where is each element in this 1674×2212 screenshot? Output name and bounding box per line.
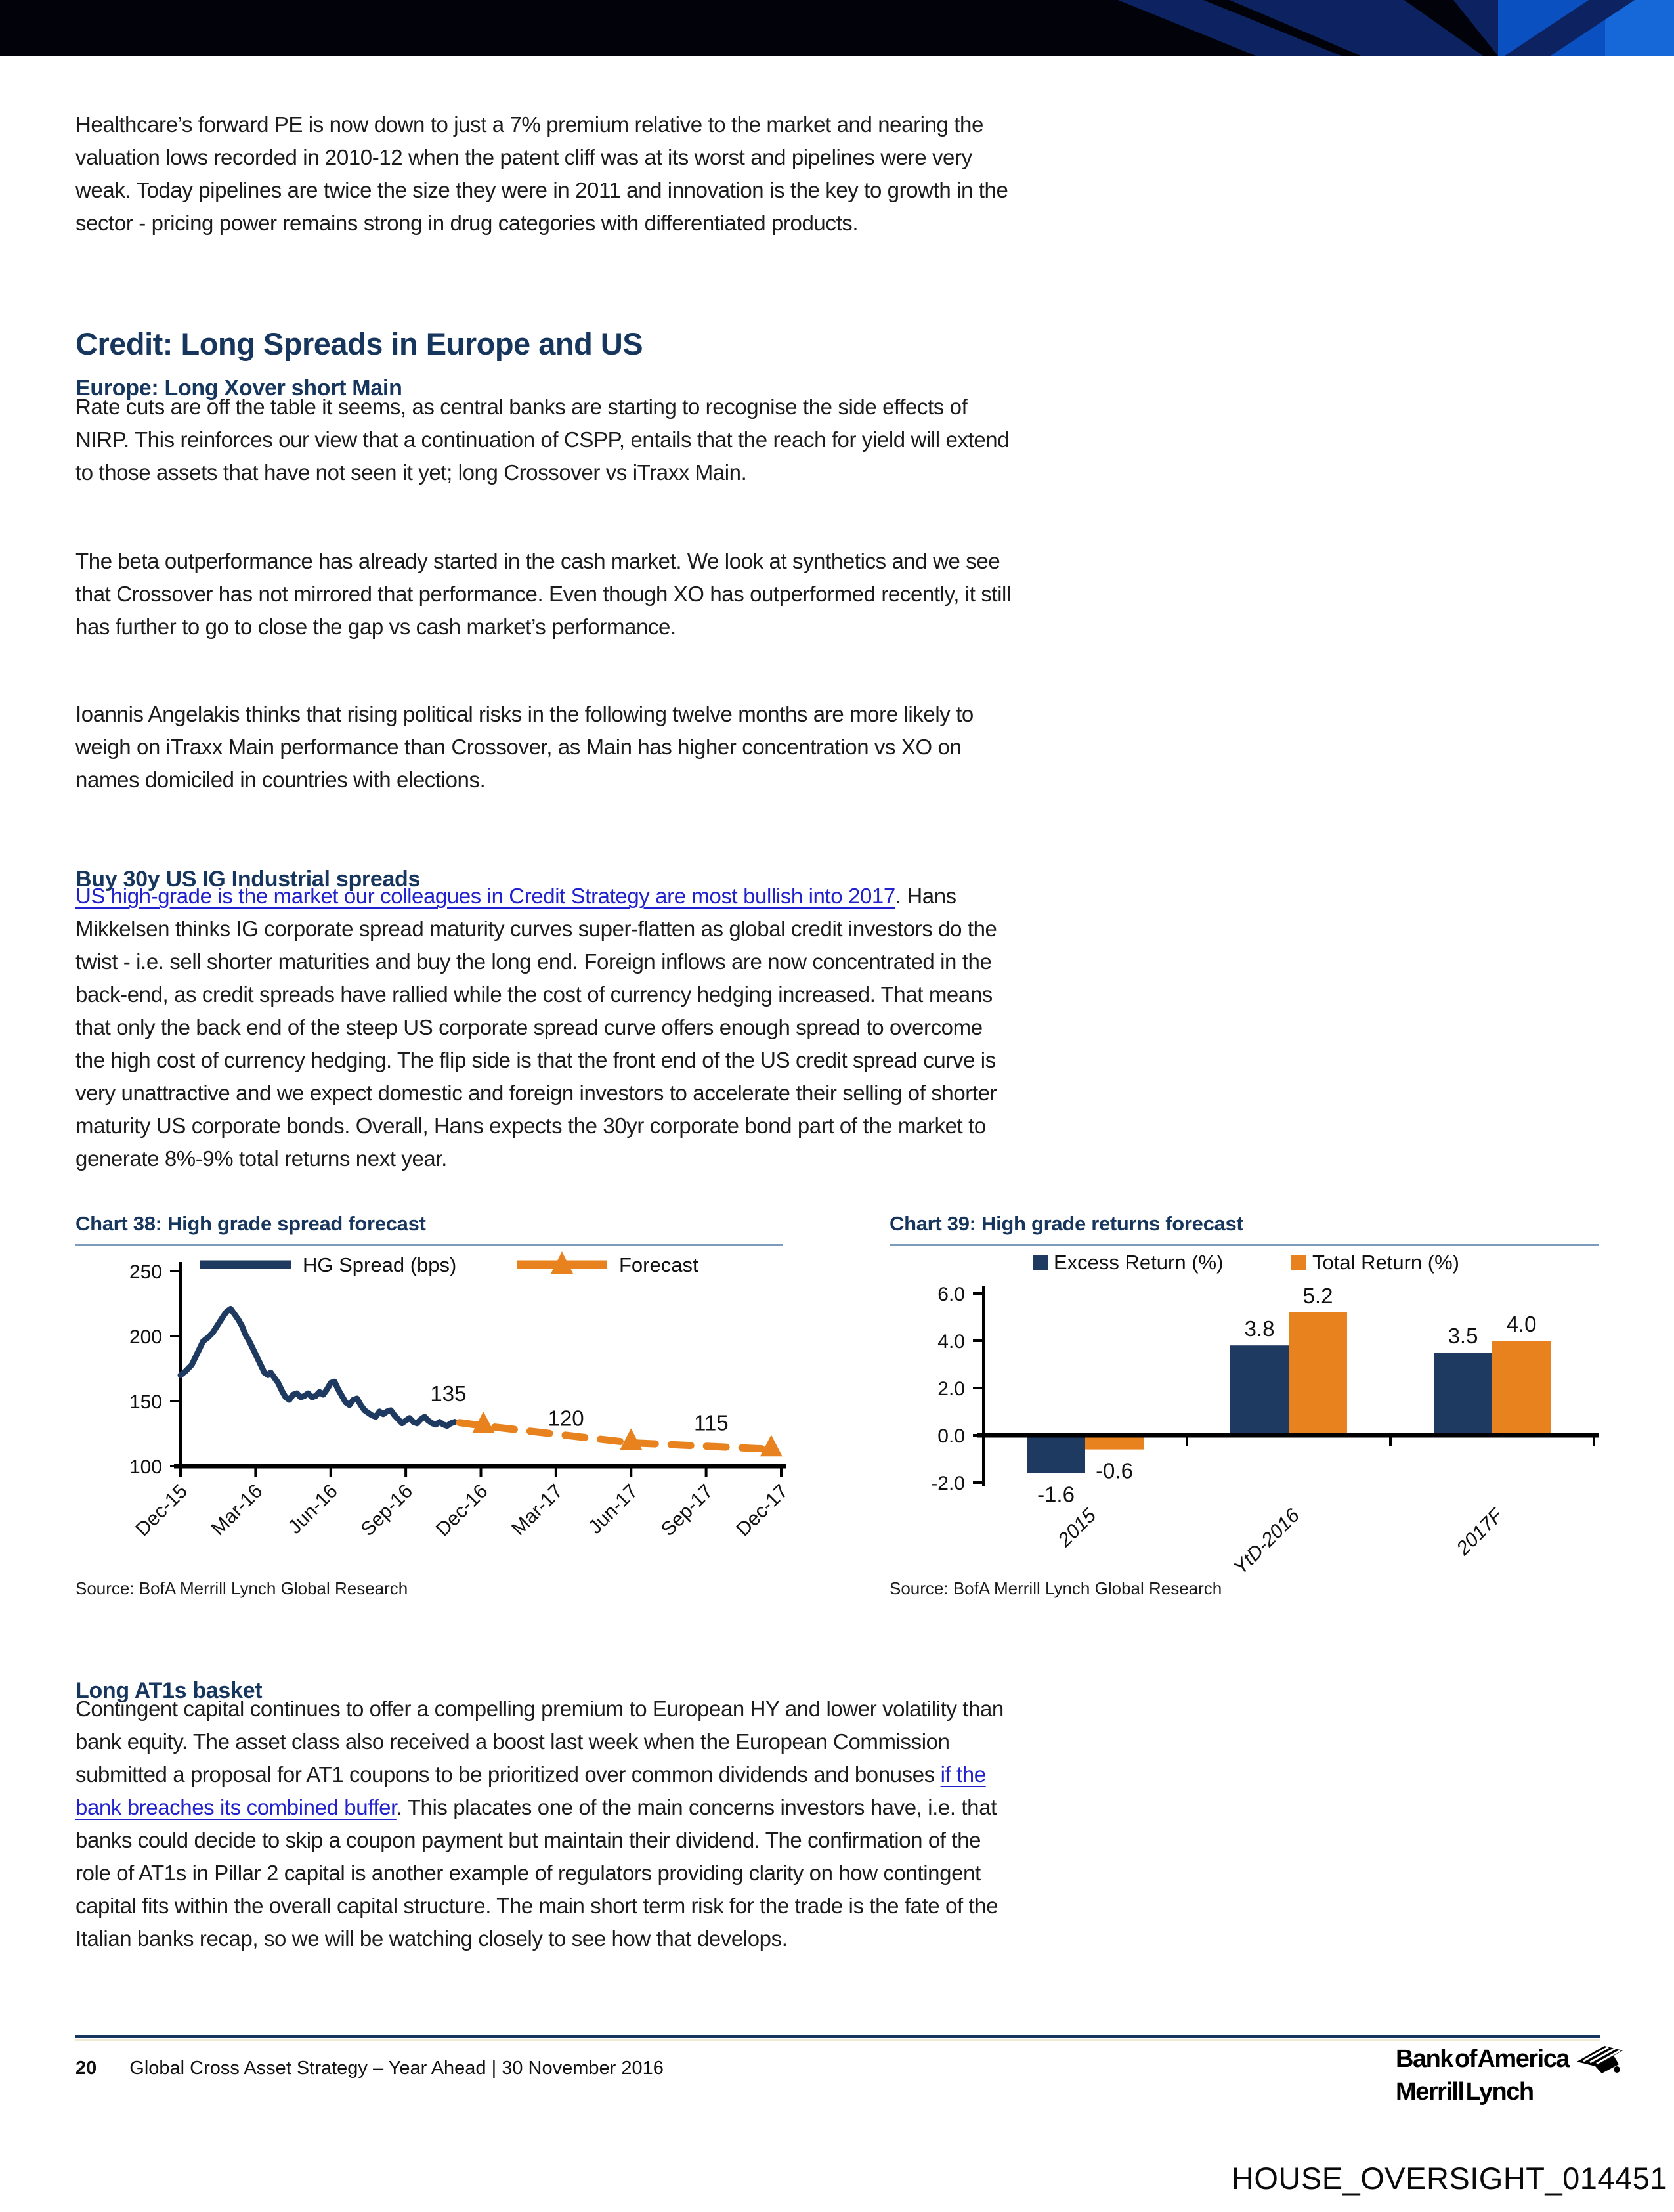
footer-report-title: Global Cross Asset Strategy – Year Ahead… bbox=[129, 2058, 664, 2079]
svg-text:3.5: 3.5 bbox=[1448, 1324, 1478, 1348]
svg-text:115: 115 bbox=[694, 1411, 729, 1435]
svg-text:6.0: 6.0 bbox=[937, 1284, 965, 1305]
svg-text:Dec-17: Dec-17 bbox=[732, 1481, 788, 1541]
svg-text:Sep-17: Sep-17 bbox=[657, 1481, 718, 1541]
svg-text:2017F: 2017F bbox=[1452, 1504, 1508, 1559]
footer-divider bbox=[75, 2035, 1600, 2041]
europe-paragraph-1: Rate cuts are off the table it seems, as… bbox=[75, 395, 1010, 485]
svg-text:Jun-16: Jun-16 bbox=[284, 1481, 341, 1538]
svg-text:4.0: 4.0 bbox=[937, 1331, 965, 1353]
subheading-europe: Europe: Long Xover short Main bbox=[75, 376, 402, 401]
combined-buffer-link[interactable]: if the bank breaches its combined buffer bbox=[75, 1762, 986, 1819]
svg-text:250: 250 bbox=[129, 1261, 162, 1283]
buy30y-paragraph-text: . Hans Mikkelsen thinks IG corporate spr… bbox=[75, 884, 997, 1171]
svg-text:2.0: 2.0 bbox=[937, 1378, 965, 1400]
bofa-flag-icon bbox=[1576, 2046, 1623, 2073]
section-heading-credit: Credit: Long Spreads in Europe and US bbox=[75, 326, 643, 361]
svg-text:-1.6: -1.6 bbox=[1037, 1483, 1075, 1507]
footer-left: 20 Global Cross Asset Strategy – Year Ahe… bbox=[75, 2058, 664, 2079]
svg-text:2015: 2015 bbox=[1054, 1504, 1100, 1551]
subheading-at1s: Long AT1s basket bbox=[75, 1678, 263, 1703]
svg-text:Dec-16: Dec-16 bbox=[432, 1481, 492, 1541]
page-number: 20 bbox=[75, 2058, 97, 2079]
logo-merrill-lynch: Merrill Lynch bbox=[1396, 2078, 1534, 2106]
svg-text:Total Return (%): Total Return (%) bbox=[1312, 1251, 1459, 1274]
chart38-source: Source: BofA Merrill Lynch Global Resear… bbox=[75, 1578, 408, 1598]
svg-text:0.0: 0.0 bbox=[937, 1425, 965, 1447]
at1s-paragraph-pre: Contingent capital continues to offer a … bbox=[75, 1697, 1004, 1787]
svg-text:Sep-16: Sep-16 bbox=[356, 1481, 417, 1541]
svg-text:Excess Return (%): Excess Return (%) bbox=[1054, 1251, 1223, 1274]
svg-text:Mar-17: Mar-17 bbox=[507, 1481, 567, 1540]
chart38-title: Chart 38: High grade spread forecast bbox=[75, 1212, 783, 1246]
house-oversight-watermark: HOUSE_OVERSIGHT_014451 bbox=[1231, 2161, 1667, 2196]
buy30y-paragraph: US high-grade is the market our colleagu… bbox=[75, 880, 1014, 1175]
svg-text:YtD-2016: YtD-2016 bbox=[1230, 1504, 1304, 1576]
europe-paragraph-3: Ioannis Angelakis thinks that rising pol… bbox=[75, 702, 974, 792]
chart39-source: Source: BofA Merrill Lynch Global Resear… bbox=[890, 1578, 1222, 1598]
svg-text:4.0: 4.0 bbox=[1507, 1312, 1537, 1336]
svg-text:-2.0: -2.0 bbox=[931, 1473, 965, 1494]
bofa-ml-logo: Bank of America Merrill Lynch bbox=[1396, 2045, 1624, 2106]
credit-strategy-report-link[interactable]: US high-grade is the market our colleagu… bbox=[75, 884, 895, 908]
subheading-buy30y: Buy 30y US IG Industrial spreads bbox=[75, 867, 421, 892]
svg-text:150: 150 bbox=[129, 1391, 162, 1413]
chart39-high-grade-returns-forecast: 6.0 4.0 2.0 0.0 -2.0 -1.6 -0.6 2015 3.8 5.2 YtD-20… bbox=[931, 1251, 1599, 1576]
header-banner-graphic bbox=[0, 0, 1674, 56]
svg-text:Dec-15: Dec-15 bbox=[131, 1481, 192, 1541]
svg-text:HG Spread (bps): HG Spread (bps) bbox=[303, 1253, 456, 1276]
svg-text:3.8: 3.8 bbox=[1245, 1316, 1275, 1341]
svg-text:Mar-16: Mar-16 bbox=[207, 1481, 267, 1540]
europe-paragraph-2: The beta outperformance has already star… bbox=[75, 549, 1011, 639]
at1s-paragraph: Contingent capital continues to offer a … bbox=[75, 1693, 1014, 1955]
svg-text:100: 100 bbox=[129, 1456, 162, 1478]
svg-text:5.2: 5.2 bbox=[1303, 1284, 1333, 1308]
at1s-paragraph-post: . This placates one of the main concerns… bbox=[75, 1795, 998, 1951]
svg-text:200: 200 bbox=[129, 1326, 162, 1348]
intro-paragraph: Healthcare’s forward PE is now down to j… bbox=[75, 112, 1008, 235]
logo-bank-of-america: Bank of America bbox=[1396, 2045, 1570, 2073]
svg-text:135: 135 bbox=[430, 1381, 466, 1406]
svg-text:Jun-17: Jun-17 bbox=[584, 1481, 642, 1538]
svg-text:-0.6: -0.6 bbox=[1096, 1459, 1133, 1483]
svg-text:120: 120 bbox=[548, 1406, 584, 1431]
chart39-title: Chart 39: High grade returns forecast bbox=[890, 1212, 1599, 1246]
svg-text:Forecast: Forecast bbox=[619, 1253, 698, 1276]
